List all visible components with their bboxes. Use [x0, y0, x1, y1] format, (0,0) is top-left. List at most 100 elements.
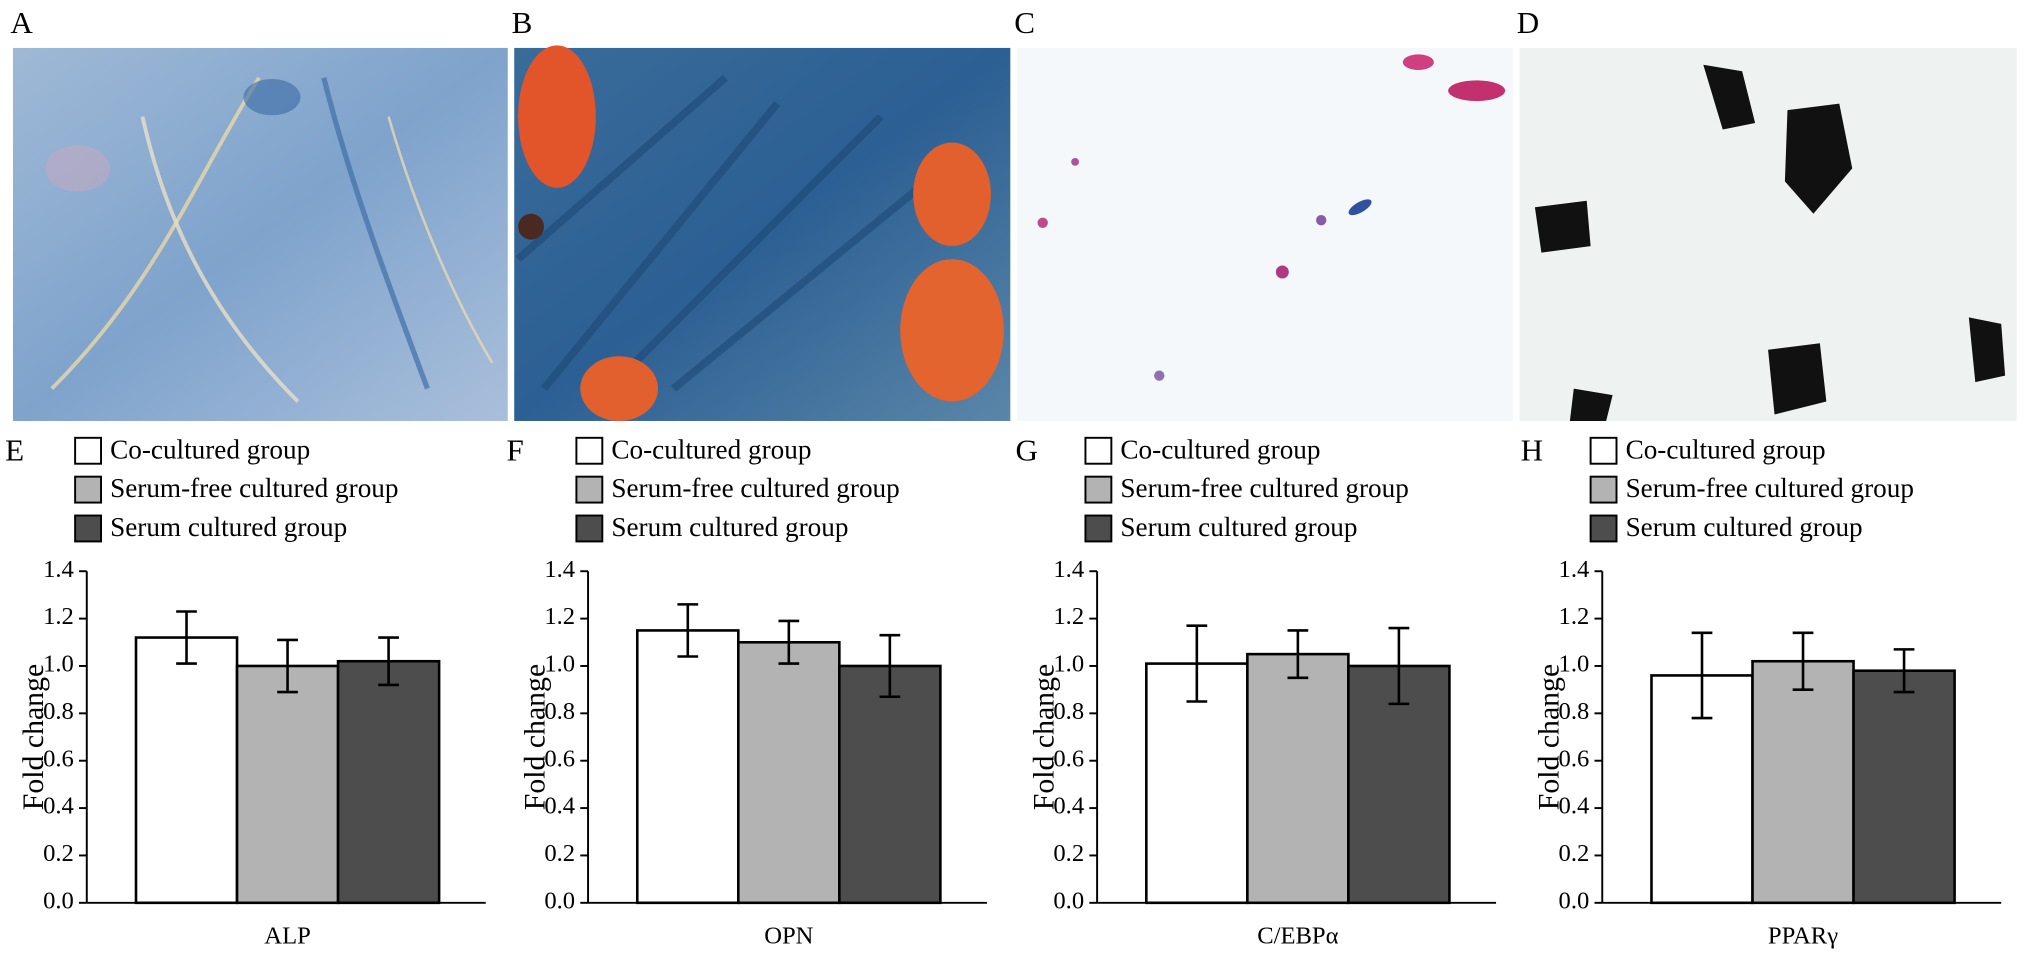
legend-text: Serum cultured group — [1626, 512, 1863, 542]
y-tick-label: 0.8 — [1053, 698, 1084, 725]
y-tick-label: 0.6 — [544, 745, 575, 772]
y-tick-label: 0.8 — [544, 698, 575, 725]
y-tick-label: 0.8 — [43, 698, 74, 725]
y-tick-label: 1.4 — [1559, 556, 1590, 583]
y-tick-label: 1.4 — [544, 556, 575, 583]
legend-swatch — [575, 436, 604, 465]
panel-letter: H — [1521, 432, 1543, 467]
panel-letter: F — [506, 432, 523, 467]
error-bar — [1691, 631, 1713, 720]
legend-swatch — [1084, 436, 1113, 465]
y-tick-label: 0.4 — [1053, 793, 1084, 820]
y-tick-label: 1.2 — [43, 603, 74, 630]
y-tick-label: 1.2 — [544, 603, 575, 630]
legend-text: Co-cultured group — [110, 434, 310, 464]
legend-swatch — [1589, 475, 1618, 504]
legend-text: Serum cultured group — [110, 512, 347, 542]
y-tick-label: 0.6 — [1559, 745, 1590, 772]
legend-text: Serum cultured group — [611, 512, 848, 542]
y-tick-label: 0.4 — [1559, 793, 1590, 820]
y-tick-label: 1.0 — [544, 651, 575, 678]
legend-swatch — [1589, 514, 1618, 543]
y-tick-label: 1.2 — [1053, 603, 1084, 630]
panel-letter: C — [1014, 5, 1035, 40]
legend-text: Serum-free cultured group — [110, 473, 398, 503]
bar — [635, 629, 740, 905]
y-tick-label: 0.4 — [544, 793, 575, 820]
y-tick-label: 0.4 — [43, 793, 74, 820]
x-category-label: ALP — [264, 922, 311, 949]
panel-letter: D — [1517, 5, 1539, 40]
error-bar — [1186, 624, 1208, 703]
y-axis-title: Fold change — [1027, 664, 1060, 810]
y-tick-label: 1.2 — [1559, 603, 1590, 630]
x-category-label: C/EBPα — [1257, 922, 1338, 949]
legend-swatch — [74, 514, 103, 543]
micrograph-c — [1016, 47, 1513, 421]
bar — [336, 659, 441, 905]
legend-swatch — [74, 436, 103, 465]
micrograph-b — [514, 45, 1011, 421]
bar — [1246, 652, 1350, 905]
y-tick-label: 0.0 — [43, 887, 74, 914]
legend-swatch — [575, 475, 604, 504]
bar — [1751, 659, 1855, 905]
y-tick-label: 0.2 — [43, 840, 74, 867]
legend-text: Co-cultured group — [611, 434, 811, 464]
y-tick-label: 0.0 — [544, 887, 575, 914]
error-bar — [378, 636, 399, 687]
x-category-label: PPARγ — [1768, 922, 1838, 949]
bar — [134, 636, 239, 905]
error-bar — [1792, 631, 1814, 691]
y-tick-label: 0.6 — [43, 745, 74, 772]
error-bar — [1388, 626, 1410, 706]
panel-letter: B — [512, 5, 533, 40]
error-bar — [1893, 648, 1915, 694]
error-bar — [277, 638, 298, 694]
y-tick-label: 0.6 — [1053, 745, 1084, 772]
legend-text: Serum-free cultured group — [1626, 473, 1914, 503]
y-tick-label: 1.0 — [43, 651, 74, 678]
y-tick-label: 0.2 — [544, 840, 575, 867]
y-tick-label: 1.4 — [1053, 556, 1084, 583]
y-axis-title: Fold change — [518, 664, 551, 810]
y-tick-label: 1.4 — [43, 556, 74, 583]
error-bar — [778, 619, 800, 665]
y-tick-label: 0.8 — [1559, 698, 1590, 725]
legend-text: Co-cultured group — [1626, 434, 1826, 464]
bar — [1347, 664, 1451, 905]
error-bar — [879, 633, 901, 699]
panel-letter: E — [5, 432, 24, 467]
bar — [737, 640, 841, 905]
legend-swatch — [74, 475, 103, 504]
micrograph-d — [1519, 47, 2017, 421]
y-axis-title: Fold change — [17, 664, 50, 810]
panel-letter: G — [1016, 432, 1038, 467]
y-tick-label: 0.2 — [1559, 840, 1590, 867]
legend-swatch — [1084, 475, 1113, 504]
panel-letter: A — [10, 5, 33, 40]
bar — [235, 664, 340, 905]
error-bar — [677, 603, 699, 658]
legend-text: Serum cultured group — [1120, 512, 1357, 542]
legend-text: Co-cultured group — [1120, 434, 1320, 464]
micrograph-a — [12, 47, 508, 421]
legend-swatch — [575, 514, 604, 543]
y-tick-label: 1.0 — [1053, 651, 1084, 678]
legend-text: Serum-free cultured group — [1120, 473, 1408, 503]
y-tick-label: 0.0 — [1559, 887, 1590, 914]
error-bar — [176, 610, 197, 665]
y-axis-title: Fold change — [1533, 664, 1566, 810]
y-tick-label: 1.0 — [1559, 651, 1590, 678]
legend-text: Serum-free cultured group — [611, 473, 899, 503]
legend-swatch — [1589, 436, 1618, 465]
x-category-label: OPN — [764, 922, 813, 949]
y-tick-label: 0.0 — [1053, 887, 1084, 914]
bar — [838, 664, 942, 905]
bar — [1852, 669, 1956, 905]
error-bar — [1287, 629, 1309, 680]
legend-swatch — [1084, 514, 1113, 543]
y-tick-label: 0.2 — [1053, 840, 1084, 867]
